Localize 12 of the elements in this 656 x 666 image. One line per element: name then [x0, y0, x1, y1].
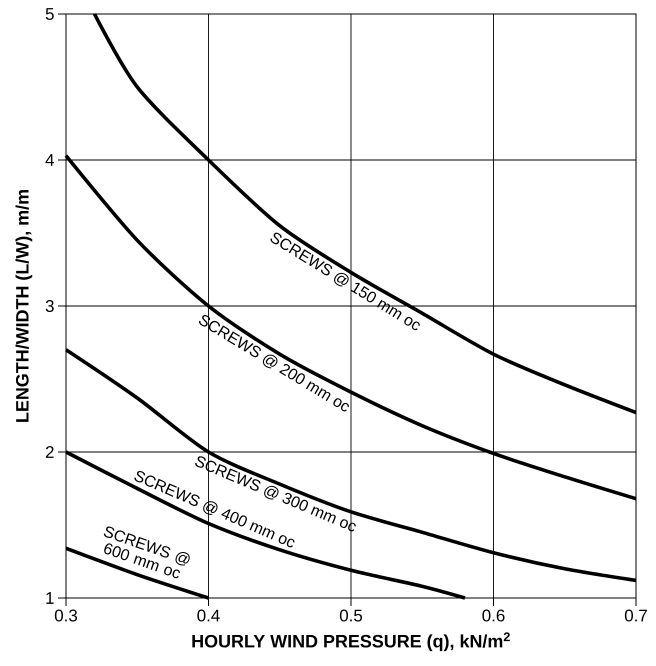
- x-tick-label: 0.5: [340, 610, 362, 622]
- y-tick-label: 4: [45, 154, 54, 166]
- x-axis-title: HOURLY WIND PRESSURE (q), kN/m$^{2}$: [192, 632, 510, 652]
- x-tick-label: 0.3: [54, 610, 78, 622]
- x-tick-label: 0.4: [197, 610, 220, 622]
- y-tick-label: 5: [46, 8, 54, 20]
- y-tick-label: 3: [46, 300, 54, 312]
- y-axis-title: LENGTH/WIDTH (L/W), m/m: [16, 190, 32, 422]
- x-tick-label: 0.7: [624, 610, 647, 622]
- x-tick-label: 0.6: [482, 610, 505, 622]
- y-tick-label: 1: [46, 592, 54, 604]
- y-tick-label: 2: [46, 446, 54, 458]
